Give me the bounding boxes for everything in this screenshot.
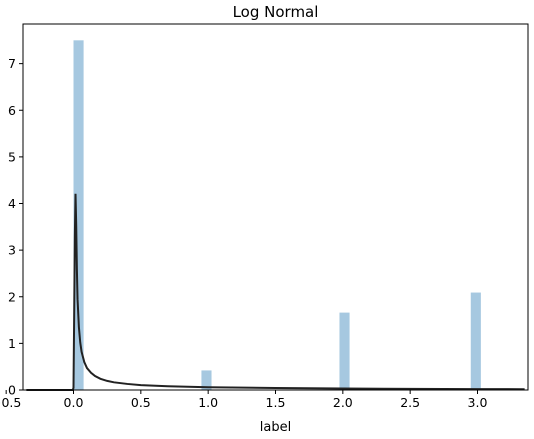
y-tick-label: 6 [8,103,16,118]
x-tick-label: 3.0 [468,395,488,410]
y-tick-label: 2 [8,289,16,304]
y-axis-ticks: 0 1 2 3 4 5 6 7 [8,56,23,398]
histogram-bar [201,370,212,390]
x-axis-ticks: −0.50.00.51.01.52.02.53.03.5 [0,390,488,410]
y-tick-label: 0 [8,383,16,398]
y-tick-label: 7 [8,56,16,71]
histogram-bar [470,292,481,390]
y-tick-label: 4 [8,196,16,211]
y-tick-label: 5 [8,149,16,164]
x-tick-label: 2.0 [333,395,353,410]
x-tick-label: −0.5 [0,395,21,410]
histogram-bar [339,312,350,390]
x-tick-label: 2.5 [400,395,420,410]
x-tick-label: 1.5 [266,395,286,410]
x-tick-label: 1.0 [198,395,218,410]
chart-title: Log Normal [233,3,319,21]
x-tick-label: 0.5 [131,395,151,410]
x-axis-title: label [260,420,291,435]
histogram-bar [73,40,84,390]
x-tick-label: 0.0 [64,395,84,410]
fit-curve-line [26,193,525,391]
y-tick-label: 3 [8,243,16,258]
y-tick-label: 1 [8,336,16,351]
histogram-bars [73,40,481,390]
